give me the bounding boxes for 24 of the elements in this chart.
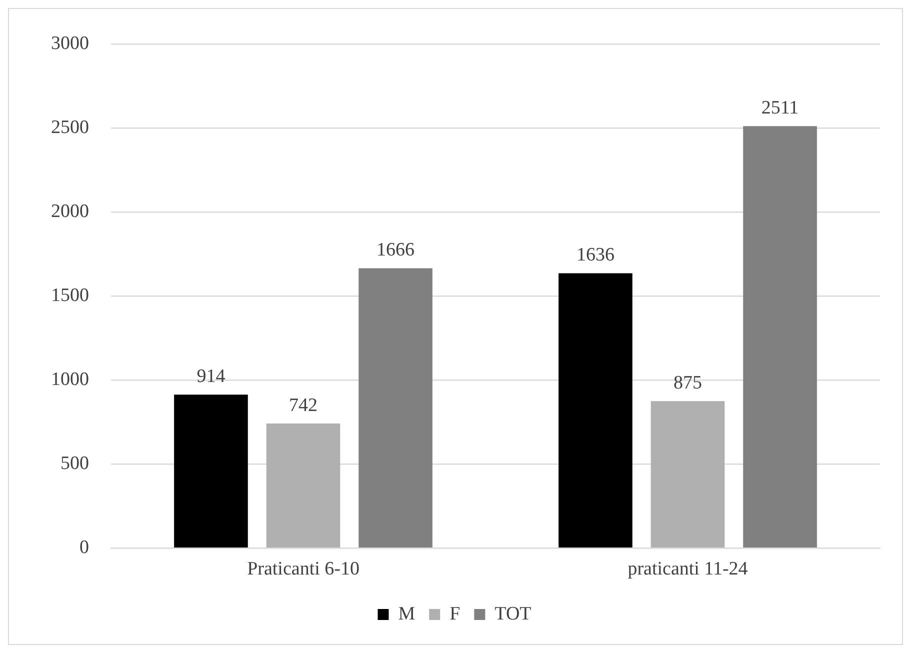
y-tick-label: 2000 <box>51 201 89 222</box>
y-tick-label: 1500 <box>51 285 89 306</box>
bar <box>266 423 340 548</box>
bar <box>558 273 632 548</box>
bar <box>174 394 248 548</box>
x-tick-label: praticanti 11-24 <box>628 558 748 580</box>
x-tick-label: Praticanti 6-10 <box>247 558 360 580</box>
bar <box>650 401 725 548</box>
y-tick-label: 0 <box>80 537 89 558</box>
legend-label: TOT <box>494 603 532 624</box>
legend-label: F <box>450 603 460 624</box>
bar <box>743 126 817 548</box>
y-tick-label: 500 <box>60 453 89 474</box>
data-label: 1636 <box>576 244 614 266</box>
y-tick-label: 1000 <box>51 369 89 390</box>
data-label: 875 <box>674 372 702 394</box>
data-label: 742 <box>289 394 318 416</box>
data-label: 914 <box>196 366 226 388</box>
legend-label: M <box>398 603 416 624</box>
data-label: 2511 <box>761 98 799 119</box>
y-tick-label: 3000 <box>51 32 89 54</box>
y-tick-label: 2500 <box>51 117 89 138</box>
bar <box>358 268 432 548</box>
data-label: 1666 <box>376 240 415 261</box>
